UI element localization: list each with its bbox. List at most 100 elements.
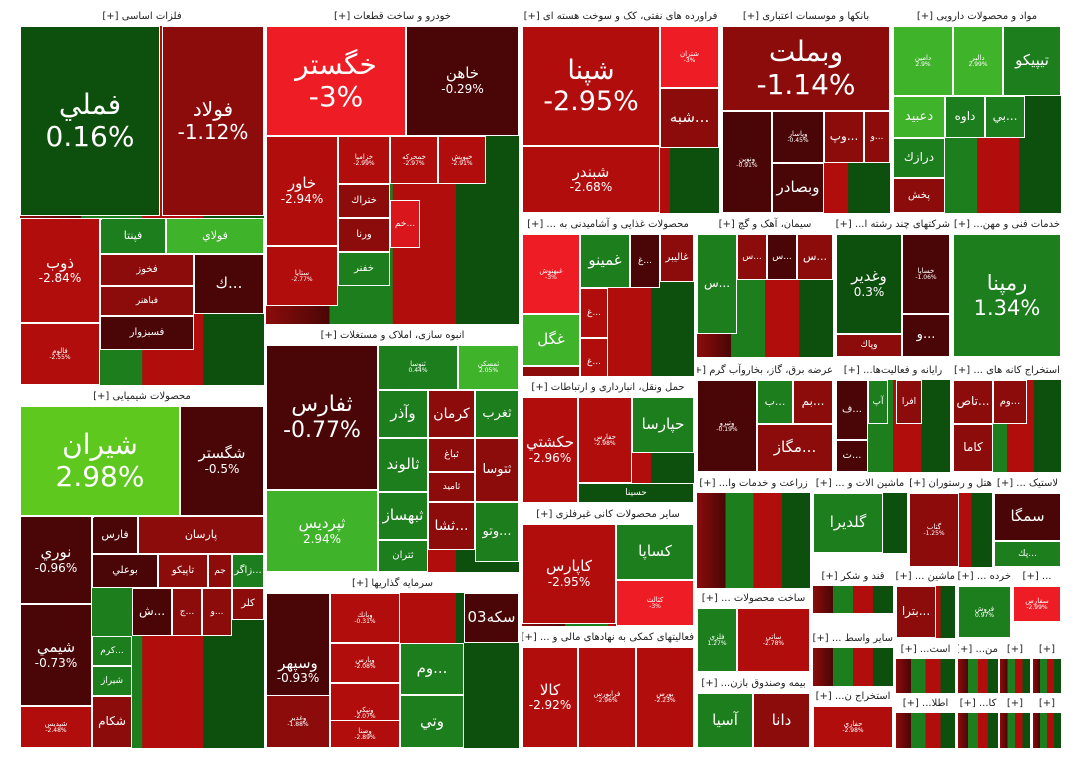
- stock-tile[interactable]: زاگر...: [232, 554, 264, 588]
- sector-title[interactable]: ساخت محصولات ... [+]: [701, 593, 806, 604]
- sector-title[interactable]: است... [+]: [900, 644, 951, 655]
- stock-tile[interactable]: فباهنر: [100, 286, 194, 316]
- stock-tile[interactable]: شبندر -2.68%: [522, 146, 660, 213]
- stock-tile[interactable]: فملي 0.16%: [20, 26, 160, 216]
- stock-tile[interactable]: دالبر 2.99%: [953, 26, 1003, 96]
- stock-tile[interactable]: حكشتي -2.96%: [522, 397, 578, 503]
- sector-title[interactable]: فراورده های نفتی، کک و سوخت هسته ای [+]: [523, 11, 718, 22]
- stock-tile[interactable]: كساپا: [616, 524, 694, 580]
- stock-tile[interactable]: فلزي 1.27%: [697, 608, 737, 672]
- stock-tile[interactable]: حفارس -2.98%: [578, 397, 632, 483]
- stock-tile[interactable]: داوه: [945, 96, 985, 138]
- stock-tile[interactable]: دامين 2.9%: [893, 26, 953, 96]
- sector-block[interactable]: محصولات شیمیایی [+] شيران 2.98% شگستر -0.5% ن…: [20, 388, 264, 748]
- stock-tile[interactable]: ثتران: [378, 540, 428, 572]
- stock-tile[interactable]: غگل: [522, 314, 580, 366]
- sector-block[interactable]: بیمه وصندوق بازن... [+] آسيا دانا: [697, 675, 810, 748]
- stock-tile[interactable]: پخش: [893, 178, 945, 213]
- sector-title[interactable]: ... [+]: [1022, 571, 1052, 582]
- stock-tile[interactable]: دعبيد: [893, 96, 945, 138]
- stock-tile[interactable]: فروش 0.97%: [958, 586, 1011, 638]
- stock-tile[interactable]: كرم...: [92, 636, 132, 666]
- stock-tile[interactable]: ثتوسا: [475, 438, 519, 502]
- stock-tile[interactable]: وتو...: [475, 502, 519, 562]
- stock-tile[interactable]: غ...: [630, 234, 660, 288]
- sector-block[interactable]: حمل ونقل، انبارداری و ارتباطات [+] حكشتي -…: [522, 379, 694, 503]
- stock-tile[interactable]: فرابورس -2.96%: [578, 647, 636, 748]
- stock-tile[interactable]: خپويش -2.91%: [438, 136, 486, 184]
- sector-title[interactable]: رایانه و فعالیت‌ها... [+]: [843, 365, 943, 376]
- stock-tile[interactable]: خمحركه -2.97%: [390, 136, 438, 184]
- sector-block[interactable]: خودرو و ساخت قطعات [+] خگستر -3% خاهن -0.29%…: [266, 8, 519, 324]
- stock-tile[interactable]: وپاسار -0.45%: [772, 111, 824, 163]
- stock-tile[interactable]: فارس: [92, 516, 138, 554]
- sector-block[interactable]: استخراج ن... [+] حفاري -2.98%: [813, 688, 893, 748]
- sector-title[interactable]: سرمایه گذاریها [+]: [351, 578, 434, 589]
- stock-tile[interactable]: دانا: [753, 693, 810, 748]
- stock-tile[interactable]: س...: [737, 234, 767, 280]
- sector-block[interactable]: فعالیتهای کمکی به نهادهای مالی و ... [+]…: [522, 629, 694, 748]
- sector-title[interactable]: [+]: [1038, 698, 1056, 709]
- stock-tile[interactable]: و...: [202, 588, 232, 636]
- sector-title[interactable]: سایر محصولات کانی غیرفلزی [+]: [536, 509, 680, 520]
- stock-tile[interactable]: غمينو: [580, 234, 630, 288]
- sector-block[interactable]: مواد و محصولات دارویی [+] تيپيكو دامين 2.9%…: [893, 8, 1061, 213]
- stock-tile[interactable]: آپ: [868, 380, 888, 424]
- sector-block[interactable]: سرمایه گذاریها [+] وسپهر -0.93% وغدير -1.88%…: [266, 575, 519, 748]
- sector-block[interactable]: بانکها و موسسات اعتباری [+] وبملت -1.14% ون…: [722, 8, 890, 213]
- stock-tile[interactable]: وبانك -0.31%: [330, 593, 400, 643]
- stock-tile[interactable]: حپارسا: [632, 397, 694, 453]
- stock-tile[interactable]: شيران 2.98%: [20, 406, 180, 516]
- sector-title[interactable]: استخراج کانه های ... [+]: [954, 365, 1060, 376]
- stock-tile[interactable]: بوعلي: [92, 554, 158, 588]
- stock-tile[interactable]: ثفارس -0.77%: [266, 345, 378, 490]
- sector-title[interactable]: بانکها و موسسات اعتباری [+]: [742, 11, 870, 22]
- stock-tile[interactable]: ثاميد: [428, 472, 475, 502]
- sector-title[interactable]: فلزات اساسی [+]: [102, 11, 182, 22]
- stock-tile[interactable]: بي...: [985, 96, 1025, 138]
- stock-tile[interactable]: درازك: [893, 138, 945, 178]
- stock-tile[interactable]: ثمسكن 2.05%: [458, 345, 519, 390]
- sector-title[interactable]: سیمان، آهک و گچ [+]: [718, 219, 812, 230]
- stock-tile[interactable]: سكه03: [464, 593, 519, 643]
- stock-tile[interactable]: وپاك: [836, 334, 902, 357]
- sector-block[interactable]: محصولات غذایی و آشامیدنی به ... [+] غاليب…: [522, 216, 694, 376]
- sector-block[interactable]: انبوه سازی، املاک و مستغلات [+] ثفارس -0.7…: [266, 327, 519, 572]
- stock-tile[interactable]: وم...: [400, 643, 464, 695]
- sector-title[interactable]: هتل و رستوران [+]: [909, 478, 992, 489]
- sector-title[interactable]: [+]: [1006, 698, 1024, 709]
- stock-tile[interactable]: ثشا...: [428, 502, 475, 550]
- stock-tile[interactable]: كثالث -3%: [616, 580, 694, 626]
- stock-tile[interactable]: كرمان: [428, 390, 475, 438]
- stock-tile[interactable]: فپنتا: [100, 218, 166, 254]
- stock-tile[interactable]: فجهان2.91%: [100, 218, 102, 220]
- sector-title[interactable]: مواد و محصولات دارویی [+]: [916, 11, 1038, 22]
- stock-tile[interactable]: تاپيكو: [158, 554, 208, 588]
- stock-tile[interactable]: شاراك-0.35%: [92, 516, 94, 518]
- stock-tile[interactable]: شپديس -2.48%: [20, 706, 92, 748]
- stock-tile[interactable]: ثالوند: [378, 438, 428, 492]
- sector-title[interactable]: سایر واسط ... [+]: [813, 633, 893, 644]
- sector-block[interactable]: سایر واسط ... [+]: [813, 630, 893, 686]
- stock-tile[interactable]: ش...: [132, 588, 172, 636]
- stock-tile[interactable]: ونوين -0.91%: [722, 111, 772, 213]
- stock-tile[interactable]: كالا -2.92%: [522, 647, 578, 748]
- sector-block[interactable]: سیمان، آهک و گچ [+] س... س... س... س...: [697, 216, 833, 357]
- sector-block[interactable]: عرضه برق، گاز، بخاروآب گرم [+] وتيرو -0.19…: [697, 362, 833, 472]
- sector-block[interactable]: ماشین الات و ... [+] گلديرا: [813, 475, 907, 553]
- stock-tile[interactable]: شكام: [92, 696, 132, 748]
- stock-tile[interactable]: و...: [864, 111, 890, 163]
- stock-tile[interactable]: شيمي -0.73%: [20, 604, 92, 706]
- stock-tile[interactable]: ثبهساز: [378, 492, 428, 540]
- stock-tile[interactable]: ثنوسا 0.44%: [378, 345, 458, 390]
- sector-block[interactable]: [+]: [1033, 641, 1061, 693]
- sector-block[interactable]: من... [+]: [958, 641, 998, 693]
- stock-tile[interactable]: ختراك: [338, 184, 390, 218]
- stock-tile[interactable]: شبه...: [660, 88, 719, 148]
- stock-tile[interactable]: غبهنوش -3%: [522, 234, 580, 314]
- sector-block[interactable]: ساخت محصولات ... [+] فلزي 1.27% ساتي -2.78%: [697, 590, 810, 672]
- stock-tile[interactable]: وپ...: [824, 111, 864, 163]
- stock-tile[interactable]: ثغرب: [475, 390, 519, 438]
- sector-title[interactable]: فعالیتهای کمکی به نهادهای مالی و ... [+]: [522, 632, 694, 643]
- sector-title[interactable]: زراعت و خدمات وا... [+]: [699, 478, 808, 489]
